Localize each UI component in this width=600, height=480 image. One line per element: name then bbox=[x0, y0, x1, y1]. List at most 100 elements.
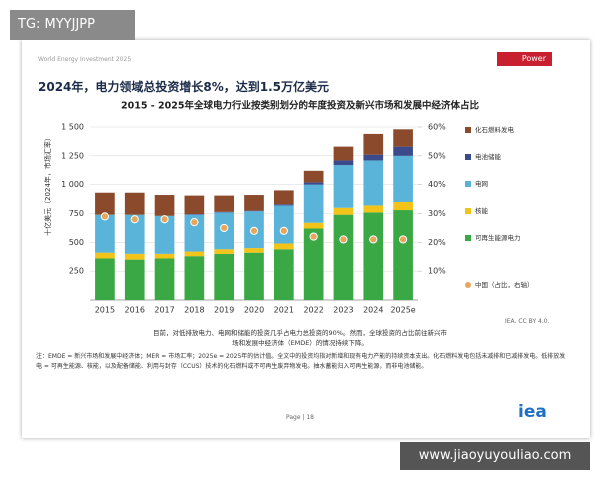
bar-segment bbox=[95, 192, 115, 215]
x-tick-label: 2019 bbox=[214, 306, 234, 315]
bar-segment bbox=[363, 133, 384, 155]
bar-segment bbox=[124, 253, 145, 260]
share-dot bbox=[160, 215, 169, 224]
bar-segment bbox=[184, 214, 205, 252]
bar-segment bbox=[184, 214, 205, 215]
bar-segment bbox=[273, 205, 294, 244]
bar-segment bbox=[333, 207, 354, 215]
watermark: TG: MYYJJPP bbox=[10, 10, 135, 40]
bar-segment bbox=[184, 251, 205, 257]
bar-segment bbox=[184, 195, 205, 215]
y-tick-label: 750 bbox=[69, 209, 84, 218]
bar-segment bbox=[273, 249, 294, 300]
share-dot bbox=[190, 218, 199, 227]
x-tick-label: 2023 bbox=[333, 306, 353, 315]
share-dot bbox=[249, 226, 259, 235]
y2-tick-label: 20% bbox=[428, 238, 446, 247]
bar-segment bbox=[363, 160, 384, 206]
bar-segment bbox=[303, 170, 324, 183]
share-dot bbox=[100, 212, 110, 221]
bar-segment bbox=[333, 165, 354, 208]
y-tick-label: 1 000 bbox=[61, 180, 84, 189]
legend-swatch bbox=[465, 208, 471, 214]
bar-segment bbox=[154, 258, 175, 300]
share-dot bbox=[339, 235, 348, 244]
y-axis-label: 十亿美元（2024年，市场汇率） bbox=[43, 134, 52, 236]
bar-segment bbox=[303, 184, 324, 223]
x-tick-label: 2017 bbox=[154, 306, 174, 315]
legend-swatch bbox=[465, 282, 471, 288]
bar-segment bbox=[214, 249, 235, 254]
x-tick-label: 2016 bbox=[125, 306, 145, 315]
bar-segment bbox=[244, 195, 264, 211]
bar-segment bbox=[333, 146, 354, 161]
bar-segment bbox=[393, 146, 413, 156]
bar-segment bbox=[124, 192, 145, 215]
bar-segment bbox=[393, 155, 413, 202]
y-tick-label: 1 250 bbox=[61, 151, 84, 160]
bar-segment bbox=[363, 212, 384, 300]
legend-label: 化石燃料发电 bbox=[475, 125, 515, 134]
share-dot bbox=[130, 215, 139, 224]
bar-segment bbox=[244, 252, 264, 300]
bar-segment bbox=[95, 252, 115, 259]
y2-tick-label: 60% bbox=[428, 123, 446, 132]
y-tick-label: 1 500 bbox=[61, 123, 84, 132]
bar-segment bbox=[154, 215, 175, 254]
legend-swatch bbox=[465, 127, 471, 133]
x-tick-label: 2025e bbox=[390, 306, 415, 315]
bar-segment bbox=[273, 190, 294, 205]
page-number: Page | 18 bbox=[286, 414, 314, 421]
legend-swatch bbox=[465, 235, 471, 241]
bar-segment bbox=[214, 195, 235, 212]
share-dot bbox=[220, 223, 229, 233]
legend-label: 中国（占比，右轴） bbox=[475, 280, 534, 289]
bar-segment bbox=[95, 258, 115, 300]
x-tick-label: 2021 bbox=[274, 306, 294, 315]
bar-segment bbox=[214, 253, 235, 300]
y2-tick-label: 30% bbox=[428, 209, 446, 218]
website: www.jiaoyuyouliao.com bbox=[400, 442, 590, 470]
source: IEA. CC BY 4.0. bbox=[505, 318, 550, 325]
bar-segment bbox=[154, 195, 175, 216]
chart-title: 2015 - 2025年全球电力行业按类别划分的年度投资及新兴市场和发展中经济体… bbox=[121, 100, 479, 112]
bar-segment bbox=[363, 205, 384, 213]
bar-segment bbox=[273, 243, 294, 250]
share-dot bbox=[309, 232, 318, 241]
bar-segment bbox=[333, 214, 354, 300]
bar-segment bbox=[244, 248, 264, 253]
y2-tick-label: 10% bbox=[428, 267, 446, 276]
bar-segment bbox=[214, 211, 235, 213]
bar-segment bbox=[124, 214, 145, 254]
bar-segment bbox=[154, 253, 175, 259]
bar-segment bbox=[273, 204, 294, 206]
bar-segment bbox=[303, 228, 324, 300]
y2-tick-label: 40% bbox=[428, 180, 446, 189]
x-tick-label: 2015 bbox=[95, 306, 115, 315]
bar-segment bbox=[244, 210, 264, 212]
note: 注：EMDE = 新兴市场和发展中经济体；MER = 市场汇率；2025e = … bbox=[36, 353, 566, 370]
bar-segment bbox=[333, 160, 354, 166]
x-tick-label: 2018 bbox=[184, 306, 204, 315]
bar-segment bbox=[303, 182, 324, 185]
bar-segment bbox=[393, 201, 413, 211]
legend-label: 电网 bbox=[475, 179, 488, 188]
bar-segment bbox=[303, 222, 324, 229]
bar-segment bbox=[184, 256, 205, 300]
legend-swatch bbox=[465, 154, 471, 160]
share-dot bbox=[369, 235, 378, 244]
bar-segment bbox=[393, 129, 413, 147]
caption: 目前，对低排放电力、电网和储能的投资几乎占电力总投资的90%。然而，全球投资的占… bbox=[153, 329, 447, 347]
x-tick-label: 2020 bbox=[244, 306, 264, 315]
bar-segment bbox=[363, 154, 384, 161]
legend-label: 可再生能源电力 bbox=[475, 233, 521, 242]
share-dot bbox=[398, 235, 408, 244]
headline: 2024年，电力领域总投资增长8%，达到1.5万亿美元 bbox=[38, 80, 330, 94]
report-name: World Energy Investment 2025 bbox=[38, 56, 132, 63]
y-tick-label: 500 bbox=[69, 238, 84, 247]
y2-tick-label: 50% bbox=[428, 151, 446, 160]
x-tick-label: 2022 bbox=[303, 306, 323, 315]
legend-label: 电池储能 bbox=[475, 152, 502, 161]
bar-segment bbox=[393, 210, 413, 300]
